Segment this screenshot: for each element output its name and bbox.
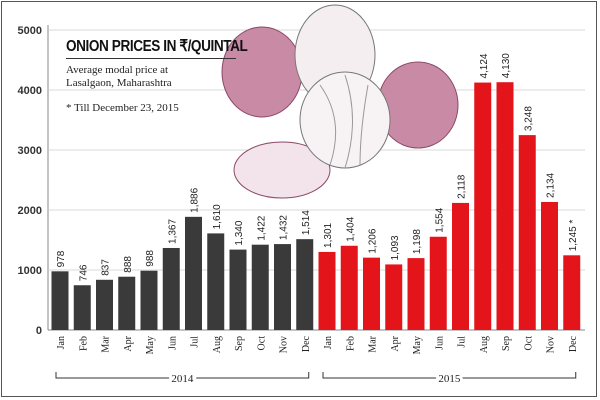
x-tick-label: Jun (167, 336, 178, 350)
x-tick-label: Jul (190, 336, 201, 348)
y-tick-label: 1000 (18, 265, 42, 277)
y-tick-label: 0 (36, 325, 42, 337)
data-label: 1,245 * (568, 219, 579, 251)
x-tick-label: Jun (434, 336, 445, 350)
x-tick-label: Apr (390, 335, 401, 351)
year-label-2015: 2015 (438, 373, 461, 385)
bar-2014-jan (51, 271, 69, 330)
bar-2015-feb (340, 245, 358, 330)
data-label: 1,206 (368, 228, 379, 253)
bar-2015-jul (452, 202, 469, 330)
bar-2015-nov (541, 201, 558, 330)
bar-2015-jun (429, 236, 447, 330)
data-label: 2,118 (457, 174, 468, 199)
x-tick-label: Jul (457, 336, 468, 348)
data-label: 1,404 (345, 216, 356, 241)
x-tick-label: Mar (101, 335, 112, 352)
data-label: 1,367 (167, 219, 178, 244)
x-tick-label: Feb (345, 336, 356, 351)
y-tick-label: 4000 (18, 85, 42, 97)
bar-2014-may (140, 270, 158, 330)
chart-note: * Till December 23, 2015 (66, 102, 179, 114)
bar-2014-nov (274, 244, 291, 330)
x-tick-label: May (412, 336, 423, 354)
x-tick-label: May (145, 336, 156, 354)
bar-2014-oct (251, 244, 269, 330)
data-label: 3,248 (523, 106, 534, 131)
data-label: 1,301 (323, 222, 334, 247)
data-label: 4,130 (501, 53, 512, 78)
x-tick-label: Jan (323, 336, 334, 349)
data-label: 1,432 (279, 215, 290, 240)
bar-2015-oct (518, 135, 536, 330)
bar-2015-dec (563, 255, 581, 330)
chart-subtitle: Average modal price at Lasalgaon, Mahara… (66, 64, 172, 89)
bar-2014-mar (96, 279, 113, 330)
chart-title: ONION PRICES IN ₹/QUINTAL (66, 38, 248, 55)
x-tick-label: Jan (56, 336, 67, 349)
x-tick-label: Aug (479, 336, 490, 353)
bar-2015-mar (363, 257, 380, 330)
bar-2015-may (407, 258, 425, 330)
x-tick-label: Sep (501, 336, 512, 351)
data-label: 2,134 (546, 172, 557, 197)
year-bracket (55, 372, 310, 379)
year-bracket (322, 372, 577, 379)
title-divider (66, 58, 236, 59)
y-tick-label: 3000 (18, 145, 42, 157)
data-label: 1,340 (234, 220, 245, 245)
bar-2014-feb (73, 285, 91, 330)
bar-2014-dec (296, 239, 314, 330)
x-tick-label: Oct (523, 336, 534, 351)
data-label: 746 (78, 264, 89, 281)
data-label: 4,124 (479, 53, 490, 78)
year-label-2014: 2014 (171, 373, 194, 385)
x-tick-label: Sep (234, 336, 245, 351)
data-label: 978 (56, 250, 67, 267)
x-tick-label: Feb (78, 336, 89, 351)
y-tick-label: 5000 (18, 25, 42, 37)
bar-2014-sep (229, 249, 247, 330)
data-label: 988 (145, 250, 156, 267)
x-tick-label: Aug (212, 336, 223, 353)
data-label: 1,198 (412, 229, 423, 254)
bar-2015-aug (474, 82, 492, 330)
data-label: 1,610 (212, 204, 223, 229)
bar-2014-apr (118, 276, 136, 330)
x-tick-label: Dec (301, 335, 312, 352)
x-tick-label: Nov (279, 336, 290, 353)
data-label: 1,554 (434, 207, 445, 232)
onion-illustration (221, 4, 459, 199)
data-label: 1,093 (390, 235, 401, 260)
data-label: 888 (123, 256, 134, 273)
data-label: 1,514 (301, 210, 312, 235)
data-label: 837 (101, 259, 112, 276)
x-tick-label: Oct (256, 336, 267, 351)
y-tick-label: 2000 (18, 205, 42, 217)
x-tick-label: Mar (368, 335, 379, 352)
bar-2014-jun (162, 247, 180, 330)
bar-2015-jan (318, 251, 336, 330)
x-tick-label: Apr (123, 335, 134, 351)
data-label: 1,422 (256, 215, 267, 240)
bar-2014-jul (185, 216, 202, 330)
data-label: 1,886 (190, 187, 201, 212)
bar-2015-sep (496, 82, 514, 330)
x-tick-label: Dec (568, 335, 579, 352)
bar-2014-aug (207, 233, 225, 330)
bar-2015-apr (385, 264, 403, 330)
x-tick-label: Nov (546, 336, 557, 353)
